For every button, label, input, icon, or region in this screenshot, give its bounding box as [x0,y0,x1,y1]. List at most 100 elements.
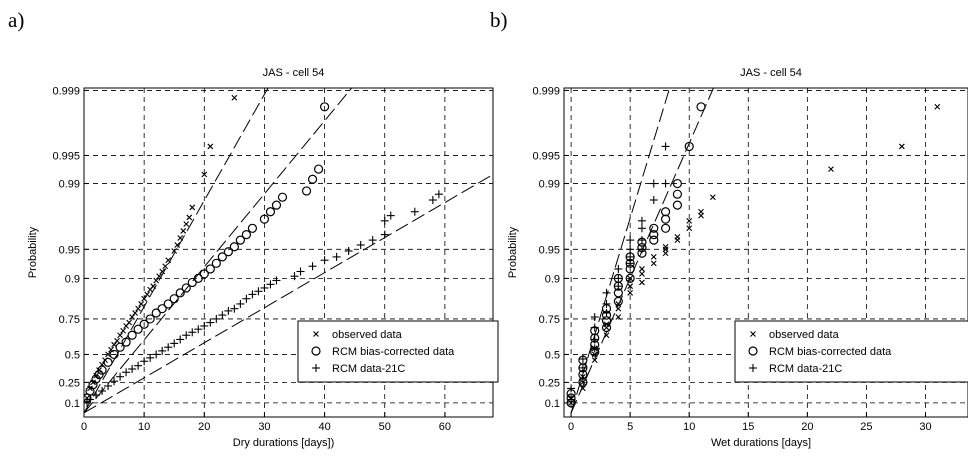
data-point-x [686,225,693,232]
data-point-o [277,192,288,202]
marker-stroke [153,277,160,284]
data-point-o [649,230,659,240]
data-point-+ [614,282,623,291]
data-point-x [686,217,693,224]
marker-stroke [698,208,704,215]
legend-label: observed data [332,329,403,341]
data-point-x [126,319,132,326]
legend: observed data RCM bias-corrected data RCM … [297,320,499,383]
data-point-+ [146,353,155,362]
legend-label: RCM bias-corrected data [332,346,455,358]
marker-stroke [686,217,693,224]
marker-stroke [150,283,157,290]
marker-stroke [639,271,645,277]
y-tick-label: 0.995 [532,150,560,162]
data-point-o [672,178,683,189]
data-point-o [235,235,245,245]
data-point-+ [626,245,635,254]
y-tick-label: 0.9 [65,273,80,285]
data-point-o [181,283,191,293]
data-point-x [627,275,634,282]
marker-stroke [627,275,634,282]
data-point-o [649,235,659,245]
data-point-o [211,258,221,268]
data-point-+ [182,331,191,340]
marker-stroke [580,385,586,392]
data-point-x [615,314,622,320]
marker-stroke [934,103,941,110]
marker-stroke [120,327,126,334]
marker-stroke [165,257,172,264]
data-point-o [217,252,227,262]
marker-stroke [135,305,142,312]
data-point-o [649,223,659,233]
marker-stroke [603,332,610,339]
marker-stroke [174,242,181,248]
marker-stroke [114,337,120,344]
data-point-+ [290,272,299,281]
y-tick-label: 0.99 [539,179,560,191]
marker-stroke [650,254,657,260]
data-point-x [114,337,120,344]
data-point-+ [637,245,646,254]
data-point-+ [567,395,576,404]
data-point-+ [122,368,131,377]
x-tick-label: 60 [439,421,451,433]
data-point-x [108,346,114,353]
data-point-+ [194,325,203,334]
data-point-+ [224,306,233,315]
data-point-+ [614,264,623,273]
legend-label: RCM bias-corrected data [769,346,892,358]
data-point-+ [254,287,263,296]
marker-stroke [627,283,634,290]
data-point-+ [626,236,635,245]
data-point-+ [308,262,317,271]
data-point-+ [434,190,443,199]
data-point-+ [578,363,587,372]
data-point-+ [661,142,670,151]
marker-stroke [709,194,716,201]
data-point-x [627,283,634,290]
data-point-+ [602,288,611,297]
data-point-o [169,294,179,304]
data-point-o [660,223,671,233]
data-point-+ [140,357,149,366]
data-point-o [223,247,233,257]
marker-stroke [108,346,114,353]
data-point-o [199,269,209,279]
data-point-+ [626,252,635,261]
marker-stroke [898,143,905,150]
data-point-o [103,357,113,367]
data-point-x [650,254,657,260]
data-point-+ [104,381,113,390]
data-point-x [189,204,196,211]
data-point-x [201,171,208,178]
data-point-+ [200,321,209,330]
legend-marker [749,364,757,372]
data-point-o [660,214,671,224]
marker-stroke [615,305,622,312]
marker-stroke [639,279,645,286]
marker-stroke [84,395,90,401]
fit-line [84,174,493,414]
marker-stroke [186,214,193,221]
y-tick-label: 0.995 [52,150,80,162]
data-point-o [97,365,107,375]
data-point-x [156,273,163,280]
marker-stroke [627,289,634,296]
data-point-x [138,301,145,307]
legend-label: observed data [769,329,840,341]
data-point-+ [320,256,329,265]
x-tick-label: 5 [627,421,633,433]
panel-label-b: b) [490,8,508,32]
marker-stroke [144,291,151,298]
marker-stroke [662,243,669,250]
data-point-o [625,273,635,283]
plot-area [566,88,941,414]
y-tick-label: 0.25 [539,377,560,389]
data-point-x [132,310,139,316]
marker-stroke [650,260,657,267]
data-point-x [186,214,193,221]
x-tick-label: 30 [919,421,931,433]
data-point-x [828,166,834,172]
